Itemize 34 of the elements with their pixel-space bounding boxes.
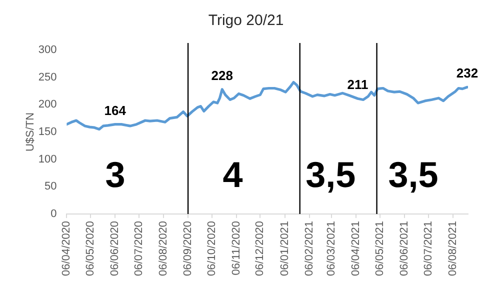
- y-tick-label: 250: [38, 71, 57, 84]
- y-tick-label: 300: [38, 44, 57, 56]
- x-tick-label: 06/04/2020: [60, 220, 73, 276]
- y-tick-label: 0: [50, 208, 57, 220]
- y-tick-label: 200: [38, 98, 57, 111]
- data-label: 232: [456, 66, 478, 81]
- annotation: 4: [222, 154, 243, 195]
- x-tick-label: 06/09/2020: [182, 220, 194, 276]
- x-tick-label: 06/11/2020: [230, 220, 242, 276]
- x-tick-label: 06/08/2021: [446, 220, 459, 276]
- x-tick-label: 06/05/2021: [374, 220, 386, 276]
- x-tick-label: 06/06/2020: [109, 220, 122, 276]
- x-tick-label: 06/05/2020: [84, 220, 97, 276]
- data-label: 164: [104, 102, 127, 118]
- chart-title: Trigo 20/21: [208, 12, 284, 30]
- y-tick-label: 100: [38, 153, 57, 166]
- data-label: 228: [211, 68, 233, 83]
- x-tick-label: 06/07/2020: [132, 220, 145, 276]
- y-axis-title: U$S/TN: [24, 112, 37, 152]
- y-tick-label: 50: [44, 180, 57, 193]
- x-tick-label: 06/04/2021: [350, 220, 362, 276]
- x-tick-label: 06/02/2021: [303, 220, 316, 276]
- y-tick-label: 150: [38, 126, 57, 138]
- x-tick-label: 06/01/2021: [278, 220, 291, 276]
- x-tick-label: 06/10/2020: [206, 220, 218, 276]
- annotation: 3,5: [306, 154, 356, 195]
- x-tick-label: 06/06/2021: [398, 220, 411, 276]
- x-tick-label: 06/03/2021: [326, 220, 338, 276]
- annotation: 3: [105, 154, 126, 195]
- data-label: 211: [347, 77, 368, 92]
- x-tick-label: 06/12/2020: [254, 220, 266, 276]
- annotation: 3,5: [388, 154, 438, 195]
- x-tick-label: 06/08/2020: [157, 220, 170, 276]
- x-tick-label: 06/07/2021: [422, 220, 434, 276]
